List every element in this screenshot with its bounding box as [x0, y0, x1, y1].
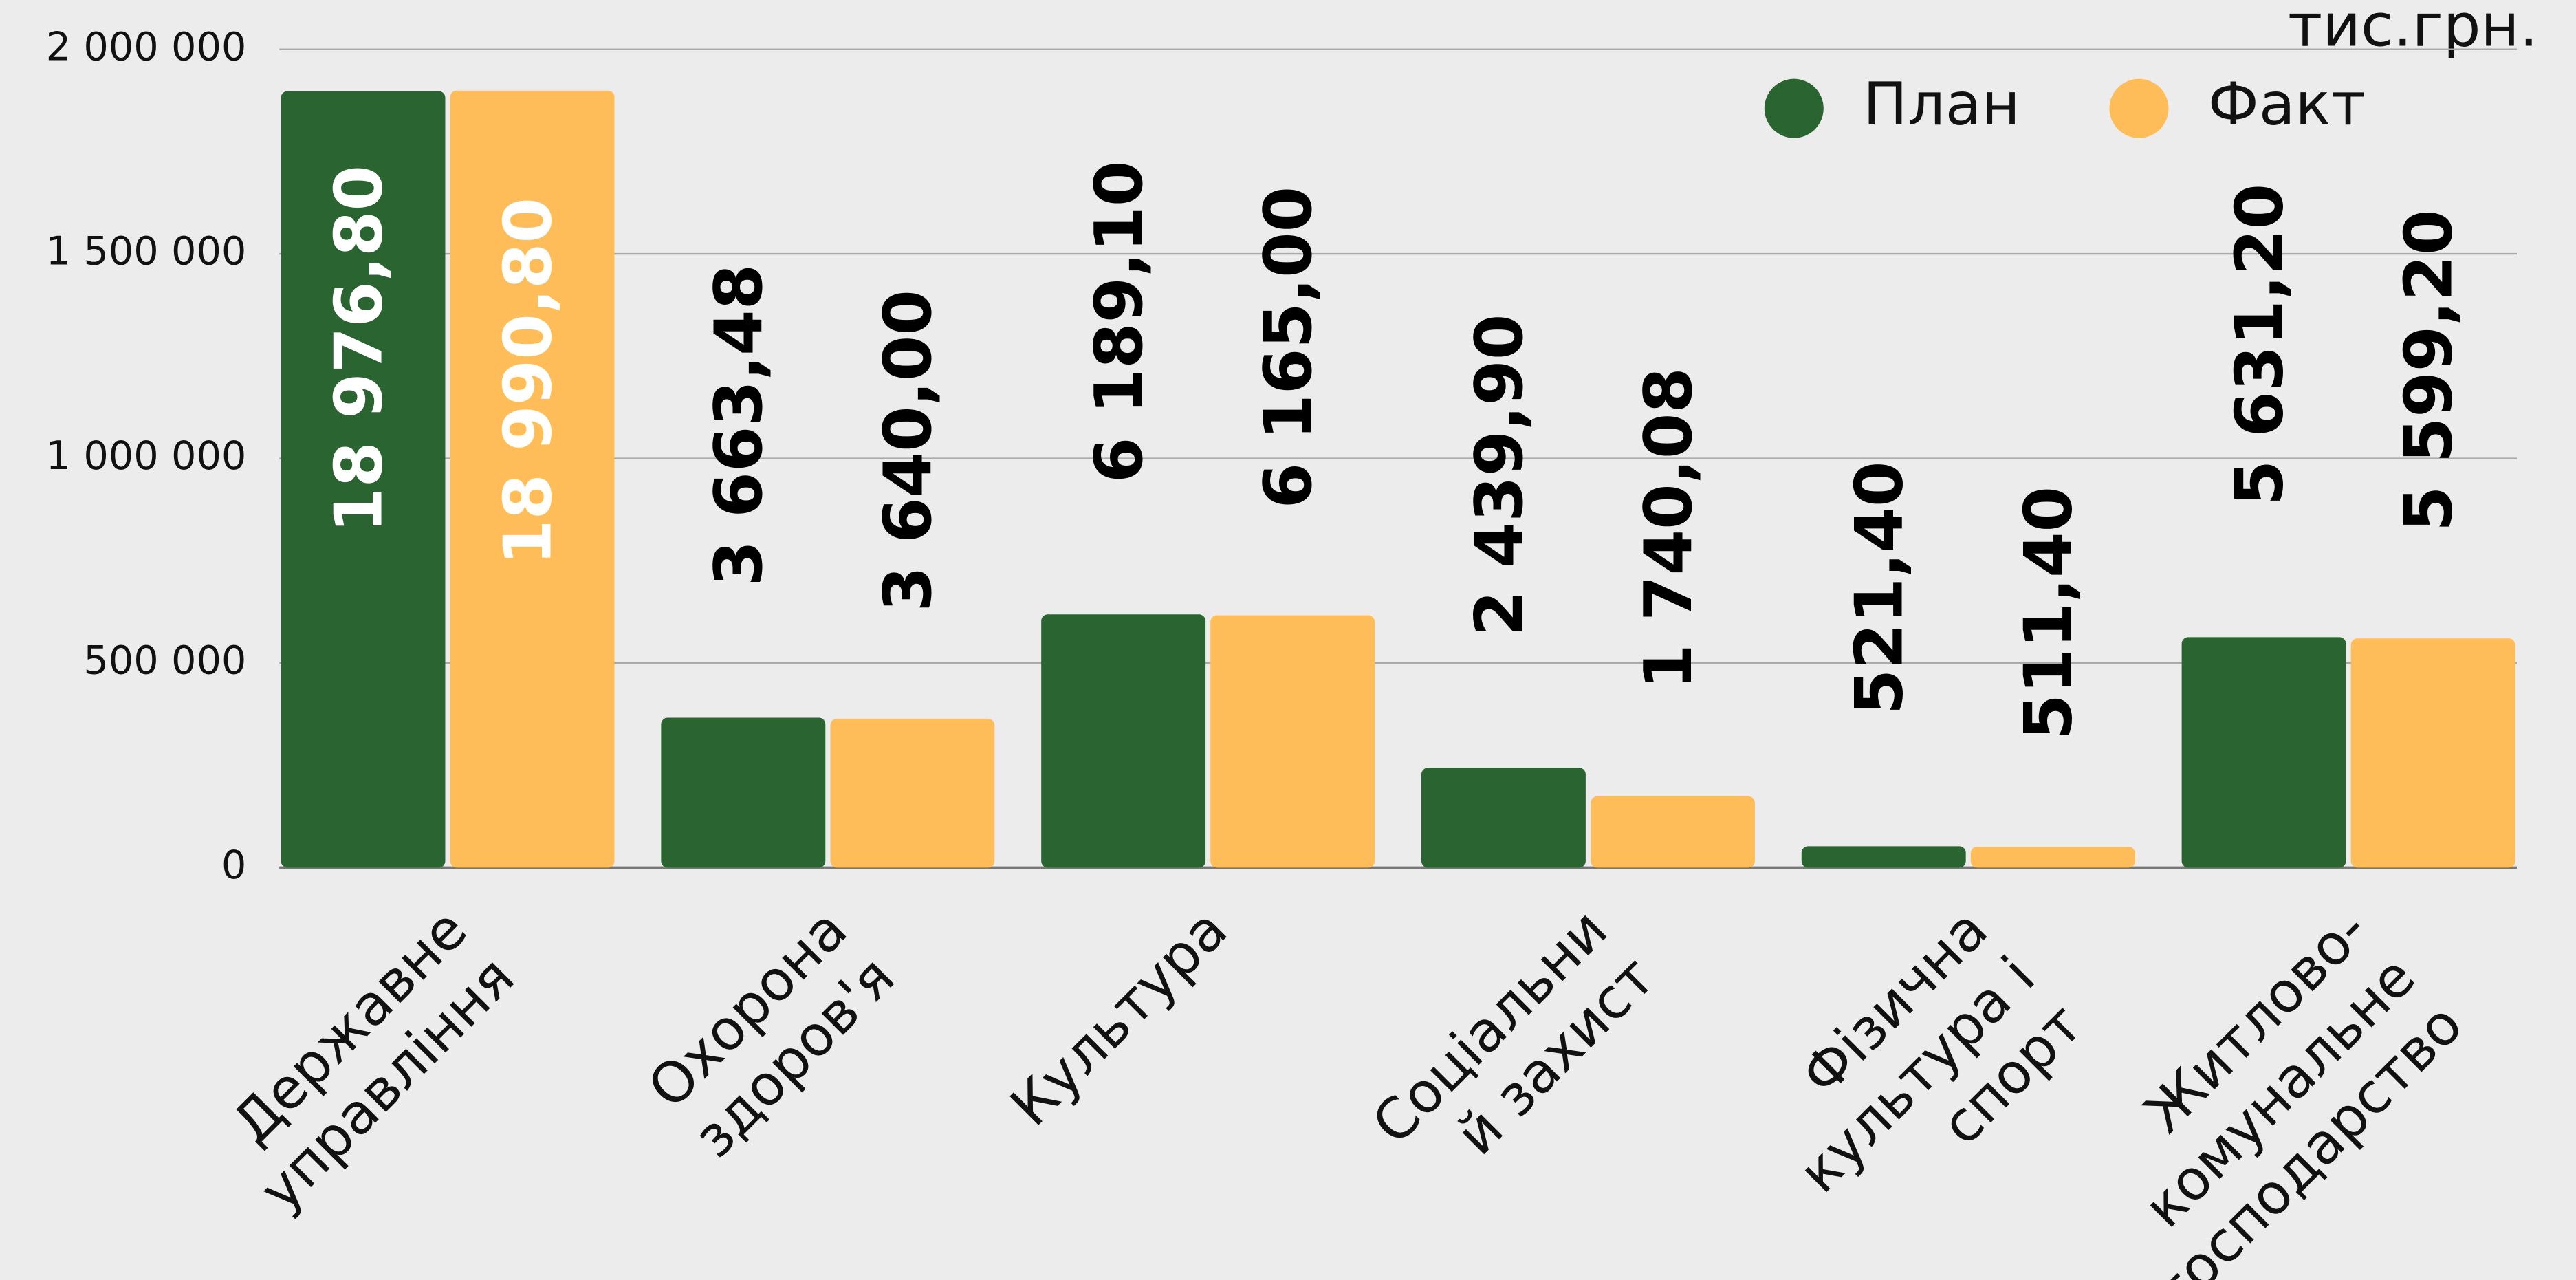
value-label: 3 663,48 [700, 264, 777, 586]
legend-swatch [1764, 78, 1824, 138]
bar [2350, 638, 2515, 868]
bar [450, 90, 615, 868]
value-label: 18 976,80 [320, 165, 397, 533]
bar [1970, 846, 2135, 868]
legend-swatch [2109, 78, 2169, 138]
legend-label: Факт [2208, 70, 2366, 139]
value-label: 18 990,80 [489, 197, 566, 565]
value-label: 521,40 [1841, 462, 1918, 715]
y-tick-label: 500 000 [83, 638, 246, 684]
bar [1210, 615, 1375, 868]
value-label: 6 165,00 [1249, 186, 1327, 508]
value-label: 1 740,08 [1630, 367, 1707, 689]
value-label: 5 631,20 [2220, 184, 2297, 506]
value-label: 511,40 [2010, 486, 2087, 740]
y-tick-label: 1 000 000 [46, 433, 247, 479]
value-label: 5 599,20 [2390, 210, 2467, 532]
bar [1801, 846, 1966, 868]
y-unit: тис.грн. [2288, 0, 2538, 60]
bar [281, 91, 446, 868]
bar [661, 717, 826, 868]
y-tick-label: 1 500 000 [46, 228, 247, 274]
bar [2181, 637, 2346, 868]
y-tick-label: 0 [221, 842, 246, 888]
value-label: 6 189,10 [1080, 161, 1157, 483]
bar [830, 718, 995, 868]
bar [1041, 614, 1206, 868]
legend-label: План [1863, 70, 2020, 139]
y-tick-label: 2 000 000 [46, 23, 247, 69]
bar [1591, 796, 1755, 868]
value-label: 3 640,00 [869, 290, 946, 611]
value-label: 2 439,90 [1461, 314, 1538, 636]
bar [1421, 768, 1586, 868]
